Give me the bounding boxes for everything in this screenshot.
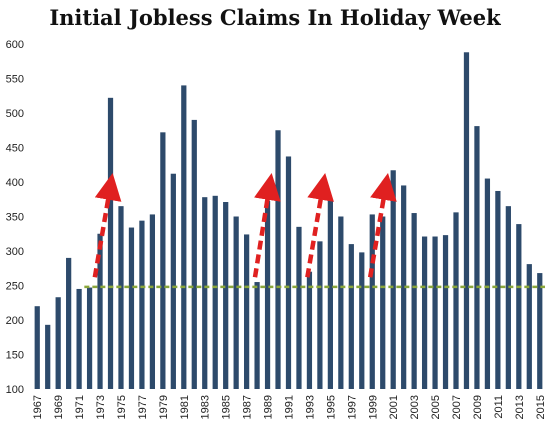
x-tick-label: 2015 <box>535 395 547 419</box>
red-arrow-1 <box>92 173 122 278</box>
bar-1990 <box>275 130 281 389</box>
red-arrow-2 <box>252 173 281 278</box>
bar-2012 <box>505 206 511 389</box>
bar-1975 <box>118 206 124 389</box>
x-tick-label: 1969 <box>53 395 65 419</box>
bar-2008 <box>463 52 470 389</box>
x-tick-label: 1977 <box>137 395 149 419</box>
x-tick-label: 2003 <box>409 395 421 419</box>
bar-1979 <box>160 132 166 389</box>
bar-1971 <box>76 288 82 389</box>
y-tick-label: 550 <box>6 74 24 86</box>
chart-title: Initial Jobless Claims In Holiday Week <box>49 5 501 30</box>
x-tick-label: 1987 <box>242 395 254 419</box>
bar-2001 <box>390 170 396 389</box>
bar-1967 <box>34 306 40 389</box>
bar-1972 <box>86 287 93 389</box>
bar-2006 <box>442 235 449 389</box>
bar-1988 <box>254 282 260 389</box>
bar-1980 <box>170 173 176 389</box>
x-tick-label: 1973 <box>95 395 107 419</box>
bar-1991 <box>285 156 292 389</box>
bar-1995 <box>327 199 333 389</box>
bar-1982 <box>191 119 197 390</box>
bar-1992 <box>296 226 302 389</box>
y-axis: 100 150 200 250 300 350 400 450 500 550 600 <box>6 39 24 396</box>
bar-1977 <box>139 220 145 389</box>
annotations <box>84 173 545 289</box>
bar-1985 <box>223 202 229 389</box>
bar-2014 <box>526 264 532 389</box>
x-tick-label: 1971 <box>74 395 86 419</box>
x-tick-label: 1967 <box>32 395 44 419</box>
x-tick-label: 2005 <box>430 395 442 419</box>
x-tick-label: 2007 <box>451 395 463 419</box>
x-tick-label: 2009 <box>472 395 484 419</box>
y-tick-label: 300 <box>6 246 24 258</box>
bar-1996 <box>338 216 344 389</box>
bar-2003 <box>411 213 417 389</box>
x-tick-label: 2013 <box>514 395 526 419</box>
x-tick-label: 1975 <box>116 395 128 419</box>
x-tick-label: 1983 <box>200 395 212 419</box>
x-tick-label: 1997 <box>346 395 358 419</box>
bar-2005 <box>432 236 438 389</box>
y-tick-label: 400 <box>6 177 24 189</box>
bar-1993 <box>306 271 313 389</box>
bar-2010 <box>484 178 491 389</box>
x-tick-label: 1993 <box>304 395 316 419</box>
bar-1973 <box>97 233 103 389</box>
y-tick-label: 150 <box>6 350 24 362</box>
x-tick-label: 1991 <box>284 395 296 419</box>
x-tick-label: 2011 <box>493 395 505 419</box>
y-tick-label: 600 <box>6 39 24 51</box>
bar-1994 <box>317 241 323 389</box>
bar-1999 <box>369 214 375 389</box>
bar-2015 <box>537 273 543 389</box>
red-arrow-4 <box>367 173 397 278</box>
bar-1978 <box>149 214 156 389</box>
x-tick-label: 1979 <box>158 395 170 419</box>
bar-2002 <box>401 185 407 389</box>
bar-2004 <box>421 236 428 389</box>
y-tick-label: 450 <box>6 143 24 155</box>
bar-2011 <box>495 190 501 389</box>
y-tick-label: 250 <box>6 281 24 293</box>
y-tick-label: 500 <box>6 108 24 120</box>
bar-1997 <box>348 244 354 389</box>
bar-1976 <box>128 227 135 389</box>
x-tick-label: 1981 <box>179 395 191 419</box>
bar-1968 <box>45 324 51 389</box>
x-tick-label: 1999 <box>367 395 379 419</box>
bar-2000 <box>380 216 386 389</box>
bar-1986 <box>233 216 239 389</box>
bar-1983 <box>202 197 208 389</box>
bar-1987 <box>244 234 250 389</box>
bar-1970 <box>66 257 72 389</box>
bar-1989 <box>264 200 271 389</box>
bar-2009 <box>474 126 480 390</box>
bar-1998 <box>359 252 365 389</box>
bar-1981 <box>181 85 187 390</box>
y-tick-label: 350 <box>6 212 24 224</box>
y-tick-label: 200 <box>6 315 24 327</box>
bars <box>34 52 543 390</box>
bar-1984 <box>212 195 218 389</box>
bar-1974 <box>107 97 114 389</box>
bar-2007 <box>453 212 459 389</box>
y-tick-label: 100 <box>6 384 24 396</box>
x-tick-label: 1989 <box>263 395 275 419</box>
x-tick-label: 1995 <box>325 395 337 419</box>
red-arrow-3 <box>305 173 334 278</box>
x-axis: 1967 1969 1971 1973 1975 1977 1979 1981 1983 1985… <box>32 395 547 419</box>
bar-1969 <box>55 297 61 389</box>
x-tick-label: 2001 <box>388 395 400 419</box>
x-tick-label: 1985 <box>221 395 233 419</box>
bar-2013 <box>516 224 522 389</box>
